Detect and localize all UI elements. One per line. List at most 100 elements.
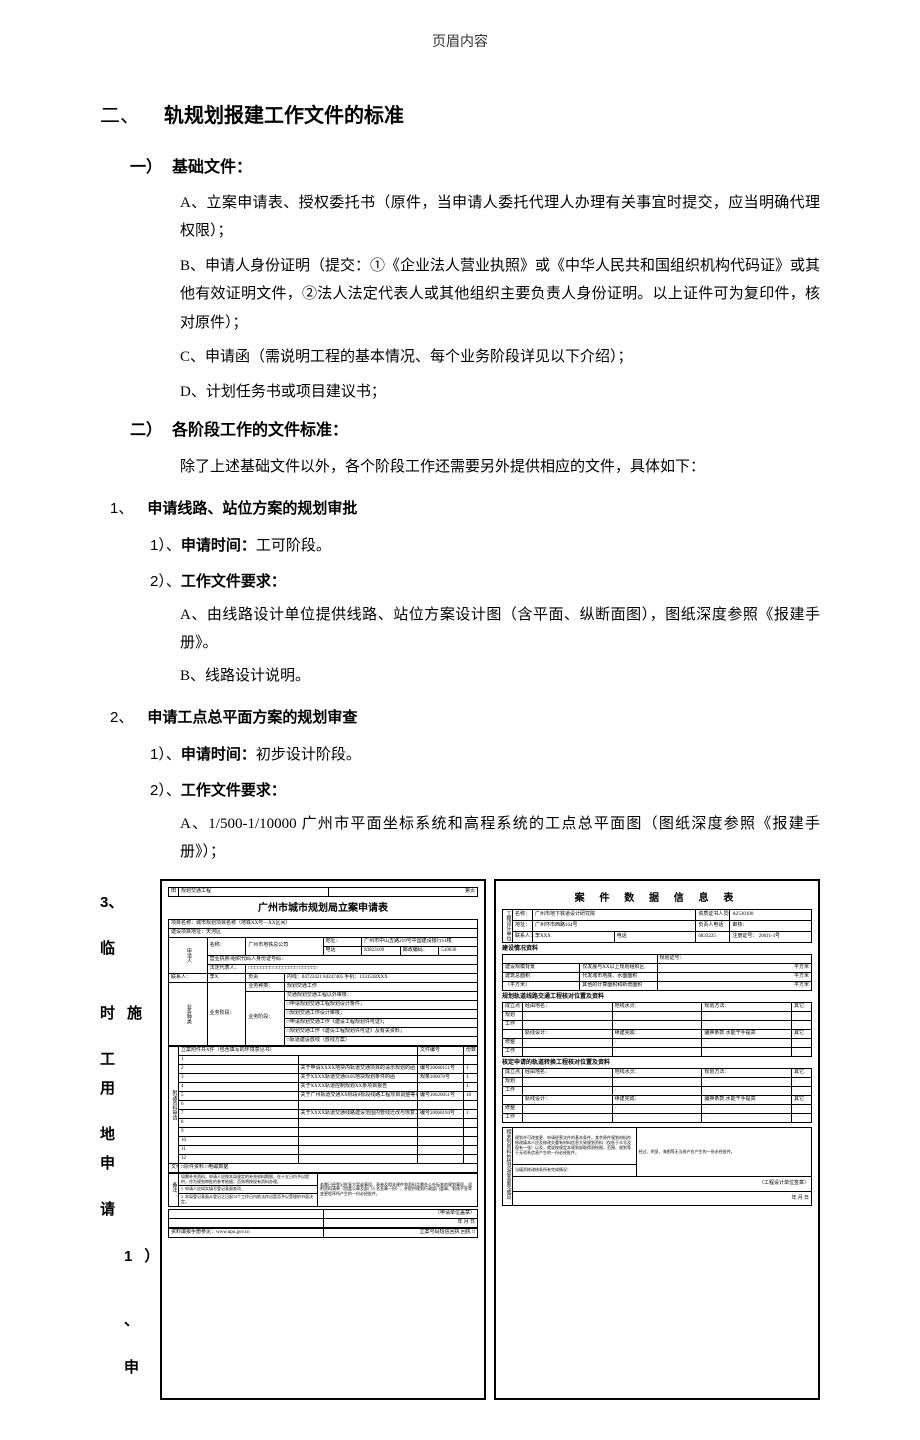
fa-area: 建设项目地址：天河区	[169, 928, 478, 937]
h2-num-1: 一）	[130, 153, 162, 183]
p1-s1-text: 工可阶段。	[256, 538, 331, 554]
p3-num: 3、	[100, 889, 146, 918]
table-row: 2关于申请XXXX地块内轨道交通项目的请示规划的函编号20060151号1	[169, 1064, 478, 1073]
page-header: 页眉内容	[100, 30, 820, 57]
fa-title: 广州市城市规划局立案申请表	[168, 903, 478, 915]
fa-biz-cat: 规划交通工作	[284, 982, 477, 991]
p3-l3: 地 申	[100, 1121, 160, 1178]
fb-fz: 审核：	[730, 920, 812, 931]
sec1-item-b: B、申请人身份证明（提交：①《企业法人营业执照》或《中华人民共和国组织机构代码证…	[180, 252, 820, 338]
fa-topline-r: 第页	[328, 887, 478, 896]
p2-num: 2、	[110, 704, 133, 733]
fb-reg-l: 注册证号：	[732, 934, 757, 939]
fa-post: 510030	[439, 946, 478, 955]
fb-date: 年 月 日	[513, 1191, 812, 1206]
p1-s2-num: 2）、	[150, 573, 181, 590]
fa-post-l: 邮政编码：	[400, 946, 439, 955]
p1-num: 1、	[110, 495, 133, 524]
table-row: 9	[169, 1127, 478, 1136]
part3-side-text: 3、 临 时施 工 用 地 申 请 1） 、 申	[100, 879, 160, 1401]
fb-title: 案 件 数 据 信 息 表	[502, 893, 812, 905]
fa-note-left: 如需补充资料，申请人应按本局规定的补充材料期限，在十五日内予以提供，作为规划审批…	[179, 1173, 318, 1186]
fa-doctype: □原件资料 □电磁数据	[179, 1163, 478, 1172]
fa-legal-id: □□□□□□□□ □□□□□□□□ □□□□□□	[246, 964, 478, 973]
p2-s2-label: 工作文件要求：	[181, 782, 286, 799]
fa-doc-h-c: 份数	[464, 1046, 478, 1055]
p2-item-a: A、1/500-1/10000 广州市平面坐标系统和高程系统的工点总平面图（图纸…	[180, 810, 820, 867]
p2-s1-label: 申请时间：	[181, 746, 256, 763]
fb-tel: 6833225	[696, 931, 730, 942]
fb-nb3: 当填资修改核条所有完成情况：	[513, 1164, 637, 1177]
fb-cert-l: 资质证书人员编号：	[696, 909, 730, 920]
h1-number: 二、	[100, 97, 140, 135]
p2-s2: 2）、工作文件要求：	[150, 777, 820, 806]
document-page: 页眉内容 二、 轨规划报建工作文件的标准 一） 基础文件： A、立案申请表、授权…	[0, 0, 920, 1440]
fa-addr: 广州市中山五路219号中国建设银行14楼	[362, 937, 478, 946]
p2-s1: 1）、申请时间：初步设计阶段。	[150, 741, 820, 770]
p2-s2-num: 2）、	[150, 782, 181, 799]
table-row: 建设规模背景仅发展与XX以上规划组织区平方米	[503, 964, 812, 973]
fa-addr-l: 地址：	[323, 937, 362, 946]
p3-l1: 时施	[100, 1000, 160, 1029]
fb-ct-l: 联系人：	[513, 931, 533, 942]
sec1-item-a: A、立案申请表、授权委托书（原件，当申请人委托代理人办理有关事宜时提交，应当明确…	[180, 189, 820, 246]
section-2-heading: 二、 轨规划报建工作文件的标准	[100, 97, 820, 135]
fb-name-l: 名称：	[513, 909, 533, 920]
table-row: 10	[169, 1136, 478, 1145]
h2-num-2: 二）	[130, 416, 162, 446]
subsection-1-heading: 一） 基础文件：	[130, 153, 820, 183]
table-row: 8	[169, 1118, 478, 1127]
fa-doctype-l: 文件种类：	[169, 1163, 179, 1172]
fb-proj-l: 工程设计单位	[503, 909, 513, 942]
p2-s1-text: 初步设计阶段。	[256, 747, 361, 763]
form-a-application: 田 规划交通工程 第页 广州市城市规划局立案申请表 项目名称：城市规划项目名称（…	[160, 879, 486, 1401]
fa-doc-h-main: 立案附件共X件（包含填写的环境意见书）	[179, 1046, 418, 1055]
fa-note-bl-b: 2. 本局登记表面从登记之日起14个工作日内依法作出是否予以受理的书面决定。	[179, 1194, 318, 1207]
embedded-forms: 田 规划交通工程 第页 广州市城市规划局立案申请表 项目名称：城市规划项目名称（…	[160, 879, 820, 1401]
fa-tel-l: 电话	[323, 946, 362, 955]
table-row: 12	[169, 1154, 478, 1163]
fa-stage-2: □申请规划交通工作《建设工程规划许可证》；	[284, 1018, 477, 1027]
p3-sub1-lab: 申	[124, 1354, 160, 1383]
p1-s1: 1）、申请时间：工可阶段。	[150, 532, 820, 561]
p1-s1-label: 申请时间：	[181, 537, 256, 554]
fa-doc-rot: 附送资料申请	[169, 1046, 179, 1163]
fa-biz-rot: 业务种类	[169, 982, 208, 1045]
fa-ct-tel: 内线：84723421 84247405 手机：1331538XXX	[284, 973, 477, 982]
fb-reg: 20011-3号	[759, 934, 780, 939]
p3-sub1-num: 1）	[124, 1243, 160, 1272]
p1-item-a: A、由线路设计单位提供线路、站位方案设计图（含平面、纵断面图），图纸深度参照《报…	[180, 601, 820, 658]
fa-tel: 83823109	[362, 946, 401, 955]
fa-id: 营业执照/组织代码人身份证号码：	[207, 955, 477, 964]
p2-title: 申请工点总平面方案的规划审查	[147, 704, 357, 733]
sec1-item-c: C、申请函（需说明工程的基本情况、每个业务阶段详见以下介绍）；	[180, 343, 820, 372]
fb-addr: 广州环市西路164号	[533, 920, 696, 931]
sec1-item-d: D、计划任务书或项目建议书；	[180, 378, 820, 407]
table-row: 建筑总面积代发城市地底、水面面积平方米	[503, 973, 812, 982]
fa-stage-0: □申请规划交通工程规划设计条件；	[284, 1000, 477, 1009]
fa-note-bl-a: 1. 申请人应如实填写登记表面各项，	[179, 1186, 318, 1194]
fb-fz-l: 负责人电话	[696, 920, 730, 931]
part2-heading: 2、 申请工点总平面方案的规划审查	[110, 704, 820, 733]
fa-ct-p: 负责	[246, 973, 285, 982]
fa-topline-l: 规划交通工程	[179, 887, 329, 896]
h1-title: 轨规划报建工作文件的标准	[164, 97, 404, 135]
fb-plan-sec2: 核定申请的轨道转换工程核对位置及资料	[502, 1060, 812, 1067]
p1-s2-label: 工作文件要求：	[181, 573, 286, 590]
table-row: 5关于广州轨道交通XX标段0标段线路工程项目调整等事项的函编号20020051号…	[169, 1091, 478, 1100]
p1-title: 申请线路、站位方案的规划审批	[147, 495, 357, 524]
fa-app-label: 申请人	[169, 937, 208, 973]
form-b-caseinfo: 案 件 数 据 信 息 表 工程设计单位 名称： 广州市地下铁道设计研究院 资质…	[494, 879, 820, 1401]
fb-note-l: 相关列资料的情况改变更完成应：	[503, 1128, 513, 1206]
h2-title-2: 各阶段工作的文件标准：	[172, 416, 348, 446]
fa-stage-3: □规划交通工作《建设工程规划许可证》及有关资料；	[284, 1027, 477, 1036]
fb-addr-l: 地址：	[513, 920, 533, 931]
fb-tel-l: 电话	[614, 931, 696, 942]
fb-plan-sec: 规划轨道线路交通工程核对位置及资料	[502, 994, 812, 1001]
p1-item-b: B、线路设计说明。	[180, 662, 820, 691]
fa-sign: （申请单位盖章）	[323, 1209, 478, 1218]
fb-sign: （工程设计单位签章）	[513, 1177, 812, 1192]
fb-name: 广州市地下铁道设计研究院	[533, 909, 696, 920]
subsection-2-heading: 二） 各阶段工作的文件标准：	[130, 416, 820, 446]
fa-note-l: 备注：	[169, 1173, 179, 1206]
